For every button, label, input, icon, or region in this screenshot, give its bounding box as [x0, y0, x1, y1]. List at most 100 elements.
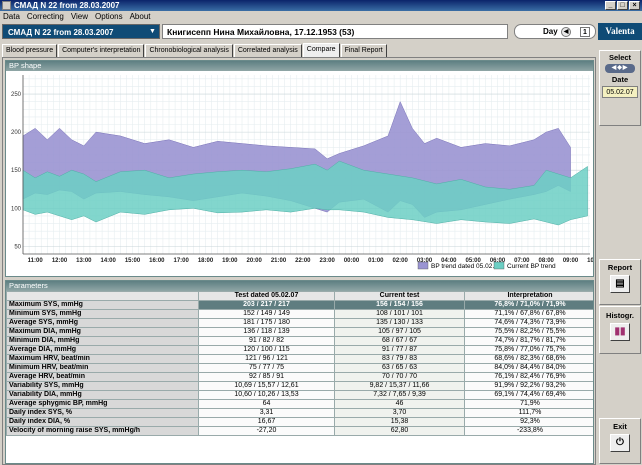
param-name-cell: Maximum DIA, mmHg	[6, 327, 199, 337]
x-tick-label: 21:00	[271, 258, 287, 264]
x-tick-label: 12:00	[52, 258, 68, 264]
legend-label-1: BP trend dated 05.02.07	[431, 263, 502, 270]
header-parameter	[6, 291, 199, 301]
test-dated-cell: 181 / 175 / 180	[198, 318, 335, 328]
tab-final-report[interactable]: Final Report	[340, 44, 387, 57]
param-name-cell: Average SYS, mmHg	[6, 318, 199, 328]
table-header-row: Test dated 05.02.07 Current test Interpr…	[6, 291, 593, 301]
menu-bar: Data Correcting View Options About	[0, 11, 642, 22]
menu-correcting[interactable]: Correcting	[26, 12, 64, 21]
legend-label-2: Current BP trend	[507, 263, 556, 270]
info-row: СМАД N 22 from 28.03.2007 ▼ Книгисепп Ни…	[2, 24, 596, 40]
histogr-label: Histogr.	[606, 311, 634, 320]
select-date-box: Select ◀◆▶ Date 05.02.07	[599, 50, 641, 126]
menu-options[interactable]: Options	[95, 12, 123, 21]
tab-blood-pressure[interactable]: Blood pressure	[2, 44, 58, 57]
table-row[interactable]: Minimum DIA, mmHg 91 / 82 / 82 68 / 67 / 6…	[6, 336, 593, 346]
minimize-button[interactable]: _	[605, 1, 616, 10]
param-name-cell: Minimum SYS, mmHg	[6, 309, 199, 319]
param-name-cell: Maximum SYS, mmHg	[6, 300, 199, 310]
menu-about[interactable]: About	[129, 12, 151, 21]
param-name-cell: Minimum HRV, beat/min	[6, 363, 199, 373]
tab-compare[interactable]: Compare	[302, 43, 340, 57]
table-row[interactable]: Minimum HRV, beat/min 75 / 77 / 75 63 / 65…	[6, 363, 593, 373]
y-tick-label: 150	[11, 168, 22, 174]
table-row[interactable]: Velocity of morning raise SYS, mmHg/h -27…	[6, 426, 593, 436]
interpretation-cell: 75,5% / 82,2% / 75,5%	[464, 327, 593, 337]
table-row[interactable]: Average SYS, mmHg 181 / 175 / 180 135 / 13…	[6, 318, 593, 328]
test-dated-cell: 136 / 118 / 139	[198, 327, 335, 337]
table-row[interactable]: Daily index SYS, % 3,31 3,70 111,7%	[6, 408, 593, 418]
menu-data[interactable]: Data	[3, 12, 20, 21]
test-dated-cell: 64	[198, 399, 335, 409]
x-tick-label: 08:00	[539, 258, 555, 264]
select-arrows-icon[interactable]: ◀◆▶	[605, 64, 635, 73]
table-row[interactable]: Daily index DIA, % 16,67 15,38 92,3%	[6, 417, 593, 427]
day-selector: Day ◀ 1 ▶	[514, 24, 596, 39]
table-row[interactable]: Average DIA, mmHg 120 / 100 / 115 91 / 77 …	[6, 345, 593, 355]
test-dated-cell: 92 / 85 / 91	[198, 372, 335, 382]
header-test-dated: Test dated 05.02.07	[198, 291, 335, 301]
x-tick-label: 01:00	[368, 258, 384, 264]
current-test-cell: 108 / 101 / 101	[334, 309, 465, 319]
exit-button[interactable]: ⏻	[610, 434, 630, 452]
table-row[interactable]: Maximum HRV, beat/min 121 / 96 / 121 83 / …	[6, 354, 593, 364]
table-row[interactable]: Variability SYS, mmHg 10,69 / 15,57 / 12,…	[6, 381, 593, 391]
bp-shape-chart: 50 100 150 200 250 11:00 12:00 13:00 14:00 15:00 1…	[11, 75, 593, 270]
interpretation-cell: 74,7% / 81,7% / 81,7%	[464, 336, 593, 346]
test-dated-cell: 91 / 82 / 82	[198, 336, 335, 346]
right-panel: Valenta Select ◀◆▶ Date 05.02.07 Report …	[598, 23, 642, 465]
x-tick-label: 22:00	[295, 258, 311, 264]
app-icon	[2, 1, 11, 10]
menu-view[interactable]: View	[70, 12, 89, 21]
tab-computers-interpretation[interactable]: Computer's interpretation	[58, 44, 145, 57]
param-name-cell: Maximum HRV, beat/min	[6, 354, 199, 364]
histogram-button[interactable]: ▮▮	[610, 323, 630, 341]
x-tick-label: 02:00	[393, 258, 409, 264]
bp-shape-title: BP shape	[6, 61, 593, 71]
day-prev-icon[interactable]: ◀	[561, 27, 571, 37]
table-row[interactable]: Minimum SYS, mmHg 152 / 149 / 149 108 / 10…	[6, 309, 593, 319]
param-name-cell: Velocity of morning raise SYS, mmHg/h	[6, 426, 199, 436]
table-row[interactable]: Average sphygmic BP, mmHg 64 46 71,9%	[6, 399, 593, 409]
x-tick-label: 17:00	[173, 258, 189, 264]
maximize-button[interactable]: □	[617, 1, 628, 10]
test-dated-cell: -27,20	[198, 426, 335, 436]
y-tick-label: 200	[11, 130, 22, 136]
param-name-cell: Variability SYS, mmHg	[6, 381, 199, 391]
window-title: СМАД N 22 from 28.03.2007	[14, 1, 120, 10]
current-test-cell: 7,32 / 7,65 / 9,39	[334, 390, 465, 400]
date-value[interactable]: 05.02.07	[602, 86, 638, 98]
day-label: Day	[543, 27, 558, 36]
patient-name: Книгисепп Нина Михайловна, 17.12.1953 (5…	[162, 24, 508, 39]
y-tick-label: 250	[11, 92, 22, 98]
x-tick-label: 14:00	[100, 258, 116, 264]
valenta-logo: Valenta	[598, 23, 642, 40]
param-name-cell: Minimum DIA, mmHg	[6, 336, 199, 346]
tab-correlated-analysis[interactable]: Correlated analysis	[233, 44, 302, 57]
parameters-panel: Parameters Test dated 05.02.07 Current t…	[5, 280, 594, 464]
date-label: Date	[611, 75, 629, 84]
current-test-cell: 91 / 77 / 87	[334, 345, 465, 355]
chevron-down-icon[interactable]: ▼	[149, 28, 156, 35]
tab-chronobiological-analysis[interactable]: Chronobiological analysis	[145, 44, 233, 57]
x-tick-label: 03:00	[417, 258, 433, 264]
report-button[interactable]: ▤	[610, 275, 630, 293]
exit-box: Exit ⏻	[599, 418, 641, 464]
close-button[interactable]: ×	[629, 1, 640, 10]
table-row[interactable]: Maximum SYS, mmHg 203 / 217 / 217 156 / 15…	[6, 300, 593, 310]
table-row[interactable]: Maximum DIA, mmHg 136 / 118 / 139 105 / 97…	[6, 327, 593, 337]
day-value: 1	[580, 27, 590, 37]
x-tick-label: 15:00	[125, 258, 141, 264]
record-selector[interactable]: СМАД N 22 from 28.03.2007 ▼	[2, 24, 160, 39]
current-test-cell: 46	[334, 399, 465, 409]
test-dated-cell: 10,69 / 15,57 / 12,61	[198, 381, 335, 391]
table-row[interactable]: Variability DIA, mmHg 10,60 / 10,26 / 13,…	[6, 390, 593, 400]
table-row[interactable]: Average HRV, beat/min 92 / 85 / 91 70 / 70…	[6, 372, 593, 382]
interpretation-cell: 111,7%	[464, 408, 593, 418]
compare-content: BP shape 50 100 150 200 250 11:00 12:00 13:00 14…	[2, 57, 596, 465]
power-icon: ⏻	[616, 437, 624, 448]
test-dated-cell: 120 / 100 / 115	[198, 345, 335, 355]
series-area-2	[22, 160, 588, 226]
